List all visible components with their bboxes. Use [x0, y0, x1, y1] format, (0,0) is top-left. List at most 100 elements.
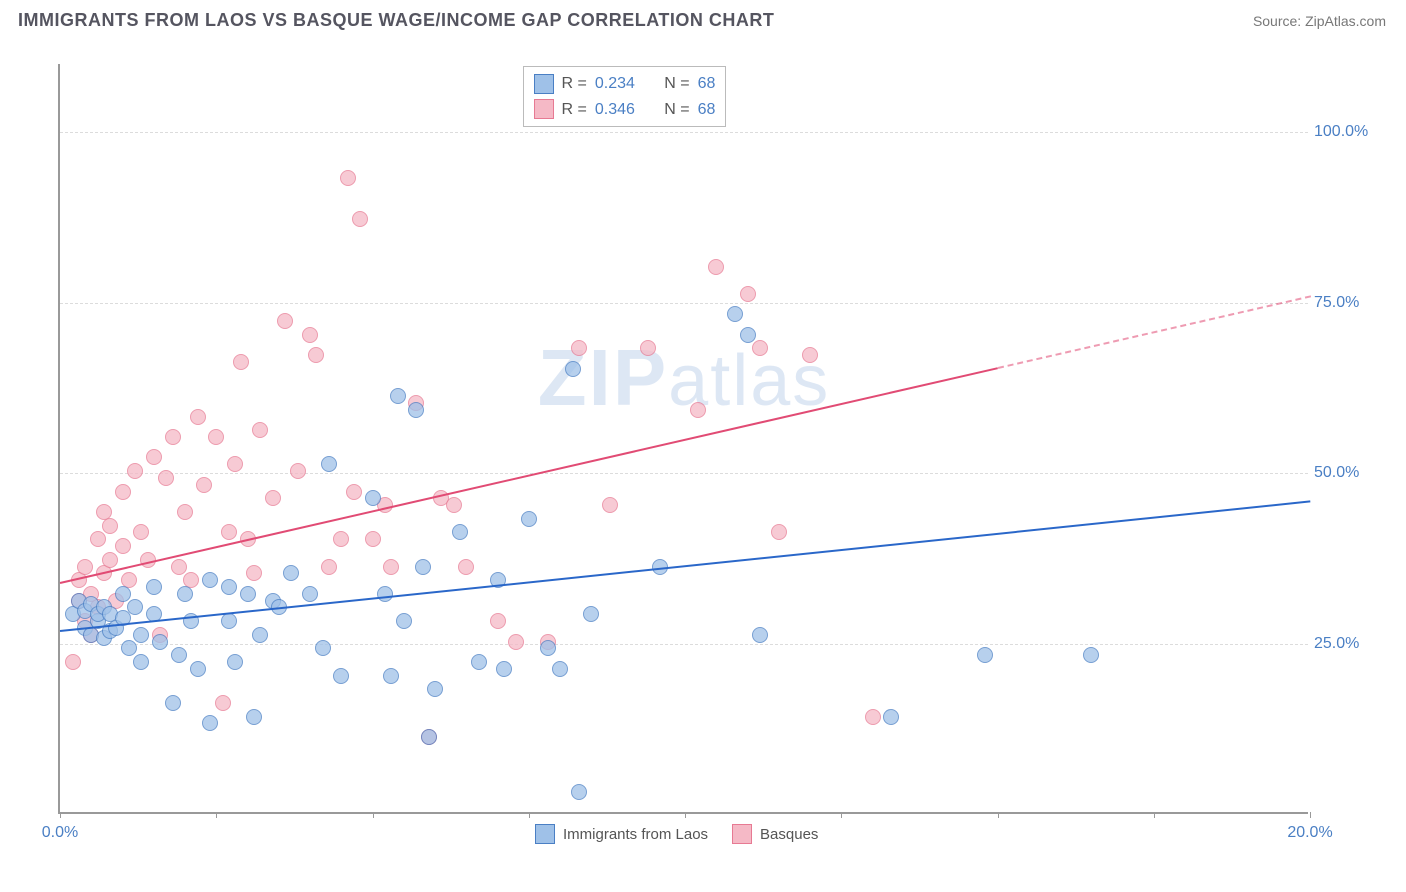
point-laos — [321, 456, 337, 472]
point-laos — [240, 586, 256, 602]
point-basques — [340, 170, 356, 186]
point-basques — [133, 524, 149, 540]
point-laos — [190, 661, 206, 677]
point-laos — [383, 668, 399, 684]
point-laos — [315, 640, 331, 656]
point-laos — [177, 586, 193, 602]
point-laos — [252, 627, 268, 643]
point-laos — [127, 599, 143, 615]
point-laos — [408, 402, 424, 418]
legend-label: Immigrants from Laos — [563, 826, 708, 843]
x-tick-mark — [1154, 812, 1155, 818]
source-label: Source: ZipAtlas.com — [1253, 13, 1386, 29]
point-laos — [752, 627, 768, 643]
legend-swatch — [732, 824, 752, 844]
point-basques — [490, 613, 506, 629]
point-basques — [383, 559, 399, 575]
point-basques — [346, 484, 362, 500]
point-basques — [321, 559, 337, 575]
x-tick-mark — [998, 812, 999, 818]
point-basques — [277, 313, 293, 329]
point-basques — [571, 340, 587, 356]
x-tick-mark — [685, 812, 686, 818]
point-laos — [221, 579, 237, 595]
point-basques — [146, 449, 162, 465]
point-basques — [265, 490, 281, 506]
legend-row: R = 0.346 N = 68 — [534, 97, 716, 123]
point-laos — [727, 306, 743, 322]
point-basques — [115, 484, 131, 500]
legend-item: Basques — [732, 824, 818, 844]
y-tick-label: 100.0% — [1314, 123, 1384, 141]
point-basques — [233, 354, 249, 370]
point-laos — [333, 668, 349, 684]
point-basques — [446, 497, 462, 513]
point-laos — [202, 572, 218, 588]
x-tick-mark — [216, 812, 217, 818]
point-laos — [202, 715, 218, 731]
point-laos — [565, 361, 581, 377]
point-basques — [690, 402, 706, 418]
point-basques — [115, 538, 131, 554]
point-basques — [290, 463, 306, 479]
chart-container: Wage/Income Gap ZIPatlas 25.0%50.0%75.0%… — [18, 44, 1388, 864]
gridline-h — [60, 644, 1308, 645]
x-tick-mark — [373, 812, 374, 818]
point-basques — [165, 429, 181, 445]
point-laos — [521, 511, 537, 527]
point-basques — [333, 531, 349, 547]
point-basques — [190, 409, 206, 425]
point-basques — [740, 286, 756, 302]
gridline-h — [60, 473, 1308, 474]
point-laos — [1083, 647, 1099, 663]
point-laos — [283, 565, 299, 581]
legend-n-value: 68 — [698, 97, 716, 123]
legend-swatch — [535, 824, 555, 844]
legend-correlation: R = 0.234 N = 68R = 0.346 N = 68 — [523, 66, 727, 127]
point-laos — [302, 586, 318, 602]
point-laos — [421, 729, 437, 745]
point-basques — [215, 695, 231, 711]
legend-r-label: R = — [562, 97, 587, 123]
point-laos — [540, 640, 556, 656]
x-tick-label-left: 0.0% — [42, 824, 78, 842]
point-basques — [508, 634, 524, 650]
trendline-basques — [60, 367, 998, 584]
legend-row: R = 0.234 N = 68 — [534, 71, 716, 97]
legend-r-value: 0.234 — [595, 71, 635, 97]
point-laos — [583, 606, 599, 622]
point-basques — [90, 531, 106, 547]
point-basques — [221, 524, 237, 540]
legend-series: Immigrants from Laos Basques — [535, 824, 818, 844]
point-basques — [602, 497, 618, 513]
chart-title: IMMIGRANTS FROM LAOS VS BASQUE WAGE/INCO… — [18, 10, 774, 31]
legend-swatch — [534, 99, 554, 119]
point-laos — [227, 654, 243, 670]
point-laos — [496, 661, 512, 677]
legend-item: Immigrants from Laos — [535, 824, 708, 844]
point-laos — [365, 490, 381, 506]
legend-r-value: 0.346 — [595, 97, 635, 123]
gridline-h — [60, 303, 1308, 304]
point-laos — [471, 654, 487, 670]
point-laos — [396, 613, 412, 629]
point-basques — [752, 340, 768, 356]
point-laos — [415, 559, 431, 575]
point-basques — [865, 709, 881, 725]
trendline-laos — [60, 500, 1310, 632]
point-basques — [127, 463, 143, 479]
point-laos — [571, 784, 587, 800]
point-basques — [102, 552, 118, 568]
point-basques — [227, 456, 243, 472]
point-basques — [102, 518, 118, 534]
x-tick-mark — [529, 812, 530, 818]
point-laos — [377, 586, 393, 602]
point-basques — [77, 559, 93, 575]
legend-swatch — [534, 74, 554, 94]
point-laos — [390, 388, 406, 404]
point-basques — [458, 559, 474, 575]
point-laos — [221, 613, 237, 629]
x-tick-mark — [60, 812, 61, 818]
point-laos — [133, 627, 149, 643]
x-tick-mark — [841, 812, 842, 818]
